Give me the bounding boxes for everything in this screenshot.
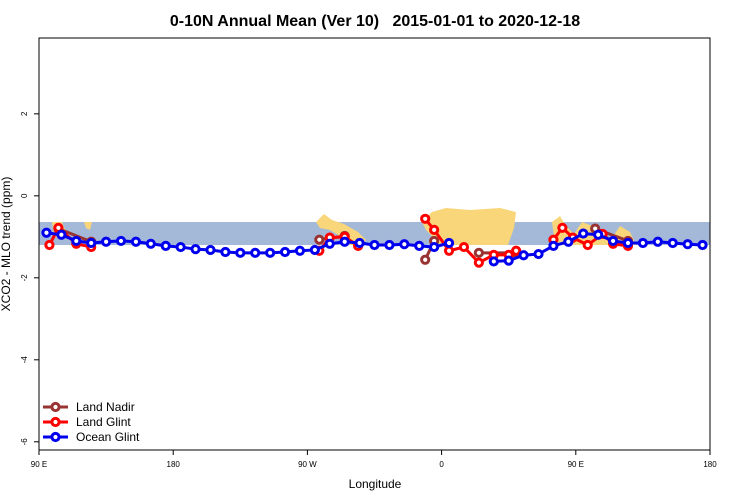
data-point: [235, 247, 246, 258]
chart-title: 0-10N Annual Mean (Ver 10) 2015-01-01 to…: [170, 13, 580, 30]
data-point: [429, 224, 440, 235]
data-point: [44, 239, 55, 251]
data-point: [697, 239, 708, 251]
data-point: [399, 239, 410, 250]
x-axis-label: Longitude: [349, 477, 402, 491]
x-tick-label: 0: [439, 460, 444, 469]
data-point: [294, 245, 306, 256]
data-point: [443, 245, 455, 256]
data-point: [667, 237, 678, 249]
ocean-band: [39, 222, 710, 245]
data-point: [458, 241, 470, 253]
data-point: [503, 255, 514, 266]
legend-label: Land Nadir: [76, 400, 135, 414]
data-point: [557, 222, 568, 233]
data-point: [205, 244, 216, 256]
legend-marker: [50, 431, 61, 443]
y-axis-label: XCO2 - MLO trend (ppm): [0, 177, 13, 312]
data-point: [473, 247, 484, 258]
data-point: [160, 240, 171, 251]
data-point: [314, 234, 325, 245]
data-point: [420, 213, 431, 224]
x-tick-label: 180: [703, 460, 717, 469]
data-point: [86, 237, 97, 249]
data-point: [593, 229, 604, 240]
land: [316, 214, 366, 245]
land: [422, 208, 516, 245]
data-point: [41, 227, 52, 238]
x-tick-label: 90 E: [568, 460, 584, 469]
y-tick-label: -2: [20, 274, 29, 282]
data-point: [279, 246, 291, 258]
data-point: [622, 237, 634, 249]
data-point: [548, 240, 559, 251]
legend-label: Land Glint: [76, 415, 131, 429]
data-point: [115, 235, 127, 247]
data-point: [443, 237, 455, 249]
data-point: [56, 229, 67, 240]
data-point: [429, 241, 440, 253]
data-point: [473, 257, 484, 268]
y-tick-label: 0: [20, 193, 29, 198]
data-point: [145, 238, 156, 249]
data-point: [582, 239, 593, 251]
data-point: [101, 236, 112, 247]
data-point: [339, 236, 350, 247]
legend-label: Ocean Glint: [76, 430, 140, 444]
data-point: [250, 247, 261, 258]
data-point: [637, 237, 649, 249]
plot-frame: [38, 37, 711, 451]
data-point: [265, 247, 276, 258]
x-tick-label: 180: [167, 460, 181, 469]
data-point: [563, 236, 574, 247]
y-tick-label: -4: [20, 356, 29, 364]
x-tick-label: 90 E: [31, 460, 47, 469]
data-point: [71, 235, 82, 247]
data-point: [324, 238, 335, 249]
data-point: [190, 244, 201, 255]
data-point: [533, 248, 544, 260]
data-point: [369, 239, 380, 251]
data-point: [384, 239, 395, 251]
data-point: [488, 256, 499, 267]
x-tick-label: 90 W: [298, 460, 317, 469]
data-point: [578, 228, 589, 239]
y-tick-label: 2: [20, 111, 29, 116]
data-point: [652, 236, 663, 247]
data-point: [354, 237, 365, 249]
legend-marker: [50, 416, 61, 428]
data-point: [309, 244, 320, 256]
data-point: [220, 246, 231, 258]
data-point: [511, 245, 522, 256]
data-point: [518, 250, 529, 261]
legend-marker: [50, 401, 61, 413]
data-point: [682, 239, 693, 250]
y-tick-label: -6: [20, 438, 29, 446]
data-point: [130, 236, 142, 247]
data-point: [420, 254, 431, 265]
data-point: [607, 235, 619, 247]
data-point: [175, 241, 186, 253]
data-point: [414, 240, 425, 251]
